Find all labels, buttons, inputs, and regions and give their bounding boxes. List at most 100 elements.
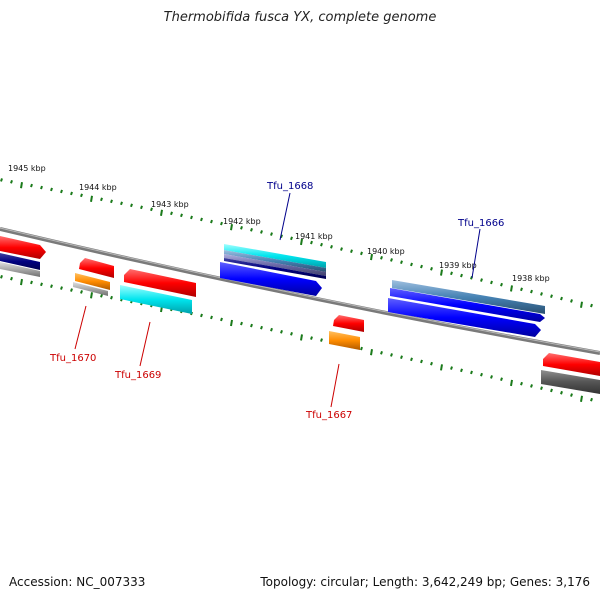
gene-tfu-1667-block[interactable] [329,315,364,350]
gene-label-tfu-1668[interactable]: Tfu_1668 [266,181,313,192]
kbp-label: 1939 kbp [439,261,477,270]
map-title: Thermobifida fusca YX, complete genome [163,10,437,25]
tick-row-lower [0,275,593,403]
tick-row-upper [0,178,593,308]
tick-mark [390,258,393,262]
tick-mark [280,329,283,334]
tick-mark [220,317,223,322]
tick-mark [370,253,373,261]
tick-mark [310,336,313,340]
tick-mark [540,386,543,391]
tick-mark [10,179,13,184]
tick-mark [260,325,263,330]
gene-tfu-1670-block[interactable] [73,258,114,296]
tick-mark [430,267,433,271]
tick-mark [120,201,123,206]
tick-mark [580,395,583,403]
tick-mark [200,313,203,318]
tick-mark [570,393,573,397]
tick-mark [0,275,3,279]
tick-mark [400,355,403,359]
tick-mark [420,264,423,269]
tick-mark [50,284,53,289]
tick-mark [460,368,463,373]
tick-mark [200,217,203,222]
tick-mark [430,361,433,366]
tick-mark [90,292,93,299]
gene-label-tfu-1667[interactable]: Tfu_1667 [305,410,352,421]
tick-mark [530,289,533,294]
tick-mark [20,182,23,189]
gene-label-tfu-1666[interactable]: Tfu_1666 [457,218,504,229]
gene-label-tfu-1669[interactable]: Tfu_1669 [114,370,161,381]
tick-mark [260,230,263,234]
tick-mark [150,207,153,212]
tick-mark [470,370,473,375]
tick-mark [500,282,503,287]
tick-mark [180,213,183,218]
kbp-label: 1938 kbp [512,274,550,283]
tick-mark [510,285,513,292]
tick-mark [30,183,33,188]
tick-mark [130,203,133,208]
tick-mark [40,282,43,287]
tick-mark [480,278,483,282]
tick-mark [560,296,563,301]
tick-mark [240,321,243,326]
tick-mark [380,351,383,355]
tick-mark [210,219,213,224]
tick-mark [50,187,53,192]
tick-mark [460,273,463,278]
tick-mark [580,301,583,308]
tick-mark [230,224,233,231]
tick-mark [360,251,363,256]
tick-mark [510,379,513,387]
tick-mark [30,280,33,285]
tick-mark [450,271,453,276]
tick-mark [350,249,353,254]
tick-mark [60,189,63,194]
tick-mark [560,390,563,395]
tick-mark [290,236,293,241]
tick-mark [60,286,63,290]
tick-mark [550,294,553,299]
tick-mark [550,388,553,393]
tick-mark [530,384,533,388]
tick-mark [210,315,213,320]
tick-mark [220,221,223,226]
feature-left-stack[interactable] [0,236,46,277]
tick-mark [440,364,443,371]
kbp-label: 1944 kbp [79,183,117,192]
tick-mark [110,295,113,300]
accession-text: Accession: NC_007333 [9,575,146,589]
tick-mark [80,193,83,198]
tick-mark [520,381,523,386]
tick-mark [20,278,23,286]
gene-label-tfu-1670[interactable]: Tfu_1670 [49,353,96,364]
tick-mark [480,372,483,377]
tick-mark [190,215,193,220]
tick-mark [70,288,73,292]
tick-mark [0,178,3,182]
genome-summary-text: Topology: circular; Length: 3,642,249 bp… [260,575,590,589]
tick-mark [250,323,253,328]
gene-tfu-1668-block[interactable] [220,244,326,296]
tick-mark [360,346,363,351]
tick-mark [340,247,343,251]
feature-right-stack[interactable] [541,353,600,394]
tick-mark [410,357,413,362]
tick-mark [240,225,243,230]
tick-mark [440,269,443,276]
tick-mark [320,242,323,247]
tick-mark [100,293,103,298]
gene-tfu-1669-block[interactable] [120,269,196,314]
tick-mark [230,319,233,327]
tick-mark [70,191,73,196]
tick-mark [570,299,573,303]
tick-mark [590,303,593,308]
tick-mark [540,292,543,296]
tick-mark [450,366,453,370]
gene-tfu-1666-block[interactable] [388,280,545,337]
kbp-label: 1941 kbp [295,232,333,241]
tick-mark [160,209,163,216]
